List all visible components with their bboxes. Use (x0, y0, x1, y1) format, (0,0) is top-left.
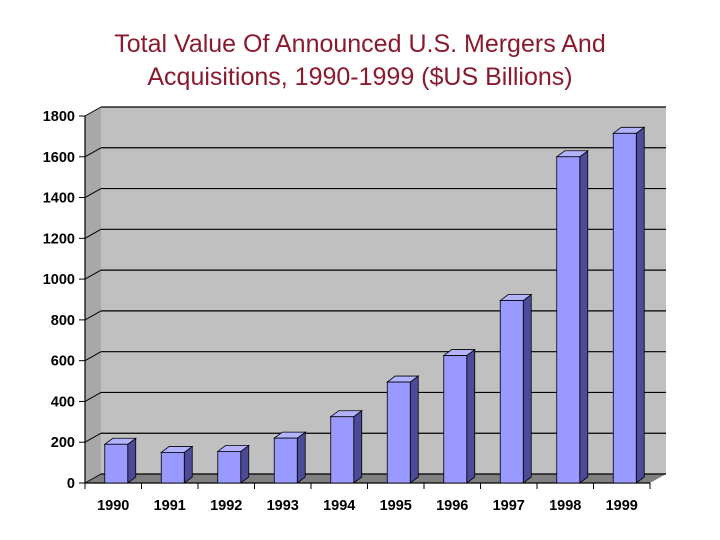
gridline-side (84, 351, 102, 362)
y-tick-label: 0 (67, 476, 75, 492)
bar-side (409, 375, 419, 484)
y-tick-label: 1600 (43, 150, 75, 166)
y-tick-label: 200 (51, 435, 75, 451)
bar-front (443, 355, 468, 484)
bar-side (522, 293, 532, 484)
bar-front (556, 156, 581, 484)
gridline-side (84, 269, 102, 280)
chart-side-wall (85, 107, 101, 483)
y-tick-label: 1200 (43, 231, 75, 247)
x-tick-labels: 1990 1991 1992 1993 1994 1995 1996 1997 1998 1999 (97, 498, 638, 514)
bar-front (104, 443, 129, 484)
x-tick-label: 1995 (380, 498, 412, 514)
bar (555, 149, 589, 484)
gridline-side (84, 147, 102, 158)
bar-side (296, 431, 306, 484)
bar (103, 437, 137, 484)
y-tick-label: 800 (51, 313, 75, 329)
gridline-side (84, 432, 102, 443)
bar (216, 444, 250, 484)
bar (273, 431, 307, 484)
y-tick-labels: 0 200 400 600 800 1000 1200 1400 1600 1800 (43, 109, 75, 492)
x-tick-label: 1998 (549, 498, 581, 514)
bar (499, 293, 533, 484)
chart-title: Total Value Of Announced U.S. Mergers An… (0, 28, 720, 94)
gridline-side (84, 228, 102, 239)
bar-side (127, 437, 137, 484)
x-tick-label: 1990 (97, 498, 129, 514)
bar (386, 375, 420, 484)
bar-side (635, 126, 645, 484)
x-tick-label: 1994 (323, 498, 355, 514)
bar (160, 445, 194, 484)
y-tick-label: 1000 (43, 272, 75, 288)
bar-front (330, 416, 355, 484)
chart-title-line-1: Total Value Of Announced U.S. Mergers An… (114, 30, 606, 58)
bar-side (579, 149, 589, 484)
bar-side (353, 409, 363, 484)
bar (612, 126, 646, 484)
x-tick-label: 1993 (267, 498, 299, 514)
bar-side (240, 444, 250, 484)
x-tick-label: 1999 (606, 498, 638, 514)
bar-front (612, 132, 637, 484)
bar-front (386, 381, 411, 484)
bar (442, 348, 476, 484)
bar-front (160, 452, 185, 484)
bar-front (217, 450, 242, 484)
bar (329, 409, 363, 484)
bars (103, 126, 646, 484)
bar-front (499, 300, 524, 484)
y-tick-label: 1800 (43, 109, 75, 125)
y-tick-label: 1400 (43, 191, 75, 207)
chart-title-line-2: Acquisitions, 1990-1999 ($US Billions) (147, 63, 573, 91)
y-tick-label: 400 (51, 394, 75, 410)
gridline-side (84, 310, 102, 321)
y-tick-label: 600 (51, 354, 75, 370)
gridline-side (84, 473, 102, 484)
gridline-side (84, 188, 102, 198)
x-tick-label: 1996 (436, 498, 468, 514)
gridline-side (84, 392, 102, 402)
bar-front (273, 437, 298, 484)
x-tick-label: 1991 (154, 498, 186, 514)
gridline-side (84, 106, 102, 117)
bar-side (466, 348, 476, 484)
x-tick-label: 1997 (493, 498, 525, 514)
x-tick-label: 1992 (210, 498, 242, 514)
